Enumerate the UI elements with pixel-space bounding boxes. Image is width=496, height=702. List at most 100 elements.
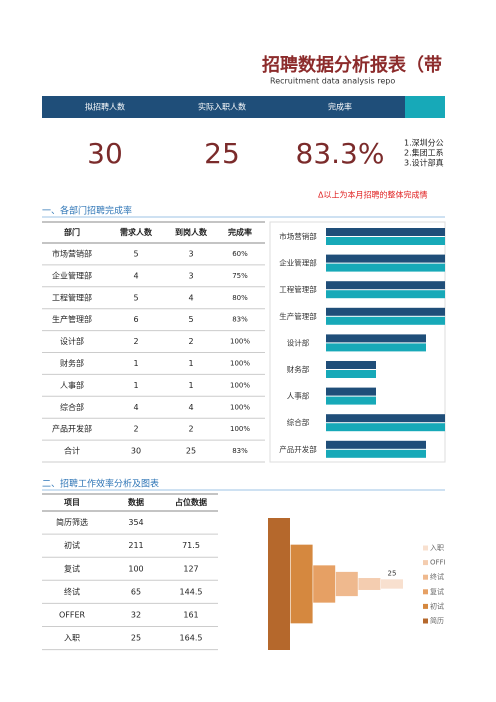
table-cell: 100% bbox=[230, 425, 250, 433]
bar bbox=[326, 237, 445, 245]
section-title: 一、各部门招聘完成率 bbox=[42, 205, 132, 217]
table-cell: 144.5 bbox=[180, 587, 203, 596]
bar bbox=[326, 316, 445, 325]
table-cell: 1 bbox=[133, 359, 138, 368]
remark: Δ以上为本月招聘的整体完成情 bbox=[318, 190, 427, 200]
table-cell: 6 bbox=[133, 315, 138, 324]
table-cell: 设计部 bbox=[60, 336, 84, 346]
table-cell: 25 bbox=[186, 447, 196, 456]
table-header: 需求人数 bbox=[120, 227, 153, 237]
summary-header-accent bbox=[405, 96, 445, 118]
table-cell: 161 bbox=[183, 610, 198, 619]
table-cell: 2 bbox=[133, 425, 138, 434]
table-header: 部门 bbox=[64, 227, 80, 237]
table-cell: 综合部 bbox=[60, 402, 84, 412]
table-cell: 100% bbox=[230, 381, 250, 389]
table-cell: 3 bbox=[188, 249, 193, 258]
table-cell: 初试 bbox=[64, 540, 80, 550]
table-header: 占位数据 bbox=[175, 497, 207, 507]
bar bbox=[313, 565, 336, 603]
table-cell: 5 bbox=[133, 293, 138, 302]
table-cell: 2 bbox=[188, 425, 193, 434]
table-cell: 32 bbox=[131, 610, 141, 619]
table-cell: 4 bbox=[188, 293, 193, 302]
bar bbox=[326, 449, 426, 458]
summary-value: 25 bbox=[204, 137, 240, 170]
chart-category: 财务部 bbox=[287, 364, 310, 374]
legend-swatch bbox=[423, 618, 428, 624]
table-cell: 1 bbox=[188, 381, 193, 390]
legend-label: 终试 bbox=[430, 572, 444, 581]
chart-category: 企业管理部 bbox=[279, 258, 317, 268]
summary-header bbox=[42, 96, 405, 118]
table-cell: 2 bbox=[133, 337, 138, 346]
bar bbox=[326, 334, 426, 343]
table-cell: 入职 bbox=[64, 634, 80, 643]
chart-category: 人事部 bbox=[287, 391, 310, 401]
chart-category: 综合部 bbox=[287, 417, 310, 427]
table-cell: OFFER bbox=[59, 610, 86, 619]
legend-swatch bbox=[423, 603, 428, 609]
table-cell: 产品开发部 bbox=[52, 424, 92, 434]
table-cell: 人事部 bbox=[60, 380, 84, 390]
table-cell: 164.5 bbox=[180, 634, 203, 643]
bar bbox=[326, 228, 445, 236]
table-cell: 80% bbox=[232, 294, 248, 302]
legend-swatch bbox=[423, 589, 428, 595]
table-cell: 75% bbox=[232, 272, 248, 280]
table-cell: 4 bbox=[133, 403, 138, 412]
chart-frame bbox=[269, 221, 446, 463]
table-cell: 71.5 bbox=[182, 541, 200, 550]
table-cell: 354 bbox=[128, 518, 143, 527]
table-cell: 1 bbox=[133, 381, 138, 390]
bar bbox=[326, 440, 426, 449]
bar bbox=[326, 254, 445, 263]
legend-label: 初试 bbox=[430, 601, 444, 610]
table-header: 完成率 bbox=[228, 227, 252, 237]
chart-category: 市场营销部 bbox=[279, 231, 317, 241]
bar bbox=[326, 423, 445, 432]
table-cell: 终试 bbox=[64, 586, 80, 596]
table-cell: 简历筛选 bbox=[56, 517, 88, 527]
note: 3.设计部真 bbox=[404, 158, 444, 168]
legend-label: 入职 bbox=[430, 544, 444, 552]
table-cell: 财务部 bbox=[60, 358, 84, 368]
bar bbox=[326, 414, 445, 423]
chart-category: 设计部 bbox=[287, 337, 310, 347]
summary-label: 实际入职人数 bbox=[198, 102, 246, 112]
section-title: 二、招聘工作效率分析及图表 bbox=[42, 478, 159, 490]
legend-label: 简历 bbox=[430, 616, 444, 625]
bar bbox=[335, 571, 358, 597]
table-cell: 83% bbox=[232, 447, 248, 455]
table-cell: 30 bbox=[131, 447, 141, 456]
bar bbox=[326, 290, 445, 299]
bar bbox=[326, 307, 445, 316]
bar bbox=[290, 544, 313, 624]
table-cell: 3 bbox=[188, 271, 193, 280]
table-cell: 60% bbox=[232, 250, 248, 258]
table-cell: 工程管理部 bbox=[52, 292, 92, 302]
table-cell: 100% bbox=[230, 338, 250, 346]
table-cell: 5 bbox=[133, 249, 138, 258]
table-cell: 合计 bbox=[64, 446, 80, 456]
table-header: 到岗人数 bbox=[175, 227, 208, 237]
table-cell: 企业管理部 bbox=[52, 270, 92, 280]
legend-swatch bbox=[423, 574, 428, 580]
table-cell: 5 bbox=[188, 315, 193, 324]
table-cell: 4 bbox=[188, 403, 193, 412]
chart-category: 工程管理部 bbox=[279, 284, 317, 294]
title: 招聘数据分析报表（带 bbox=[262, 54, 442, 76]
bar bbox=[326, 387, 376, 396]
summary-value: 83.3% bbox=[296, 137, 385, 170]
table-cell: 市场营销部 bbox=[52, 248, 92, 258]
bar bbox=[326, 370, 376, 378]
bar bbox=[326, 361, 376, 369]
table-cell: 83% bbox=[232, 316, 248, 324]
table-cell: 4 bbox=[133, 271, 138, 280]
legend-swatch bbox=[423, 545, 428, 551]
chart-category: 产品开发部 bbox=[279, 444, 317, 454]
table-cell: 生产管理部 bbox=[52, 314, 92, 324]
